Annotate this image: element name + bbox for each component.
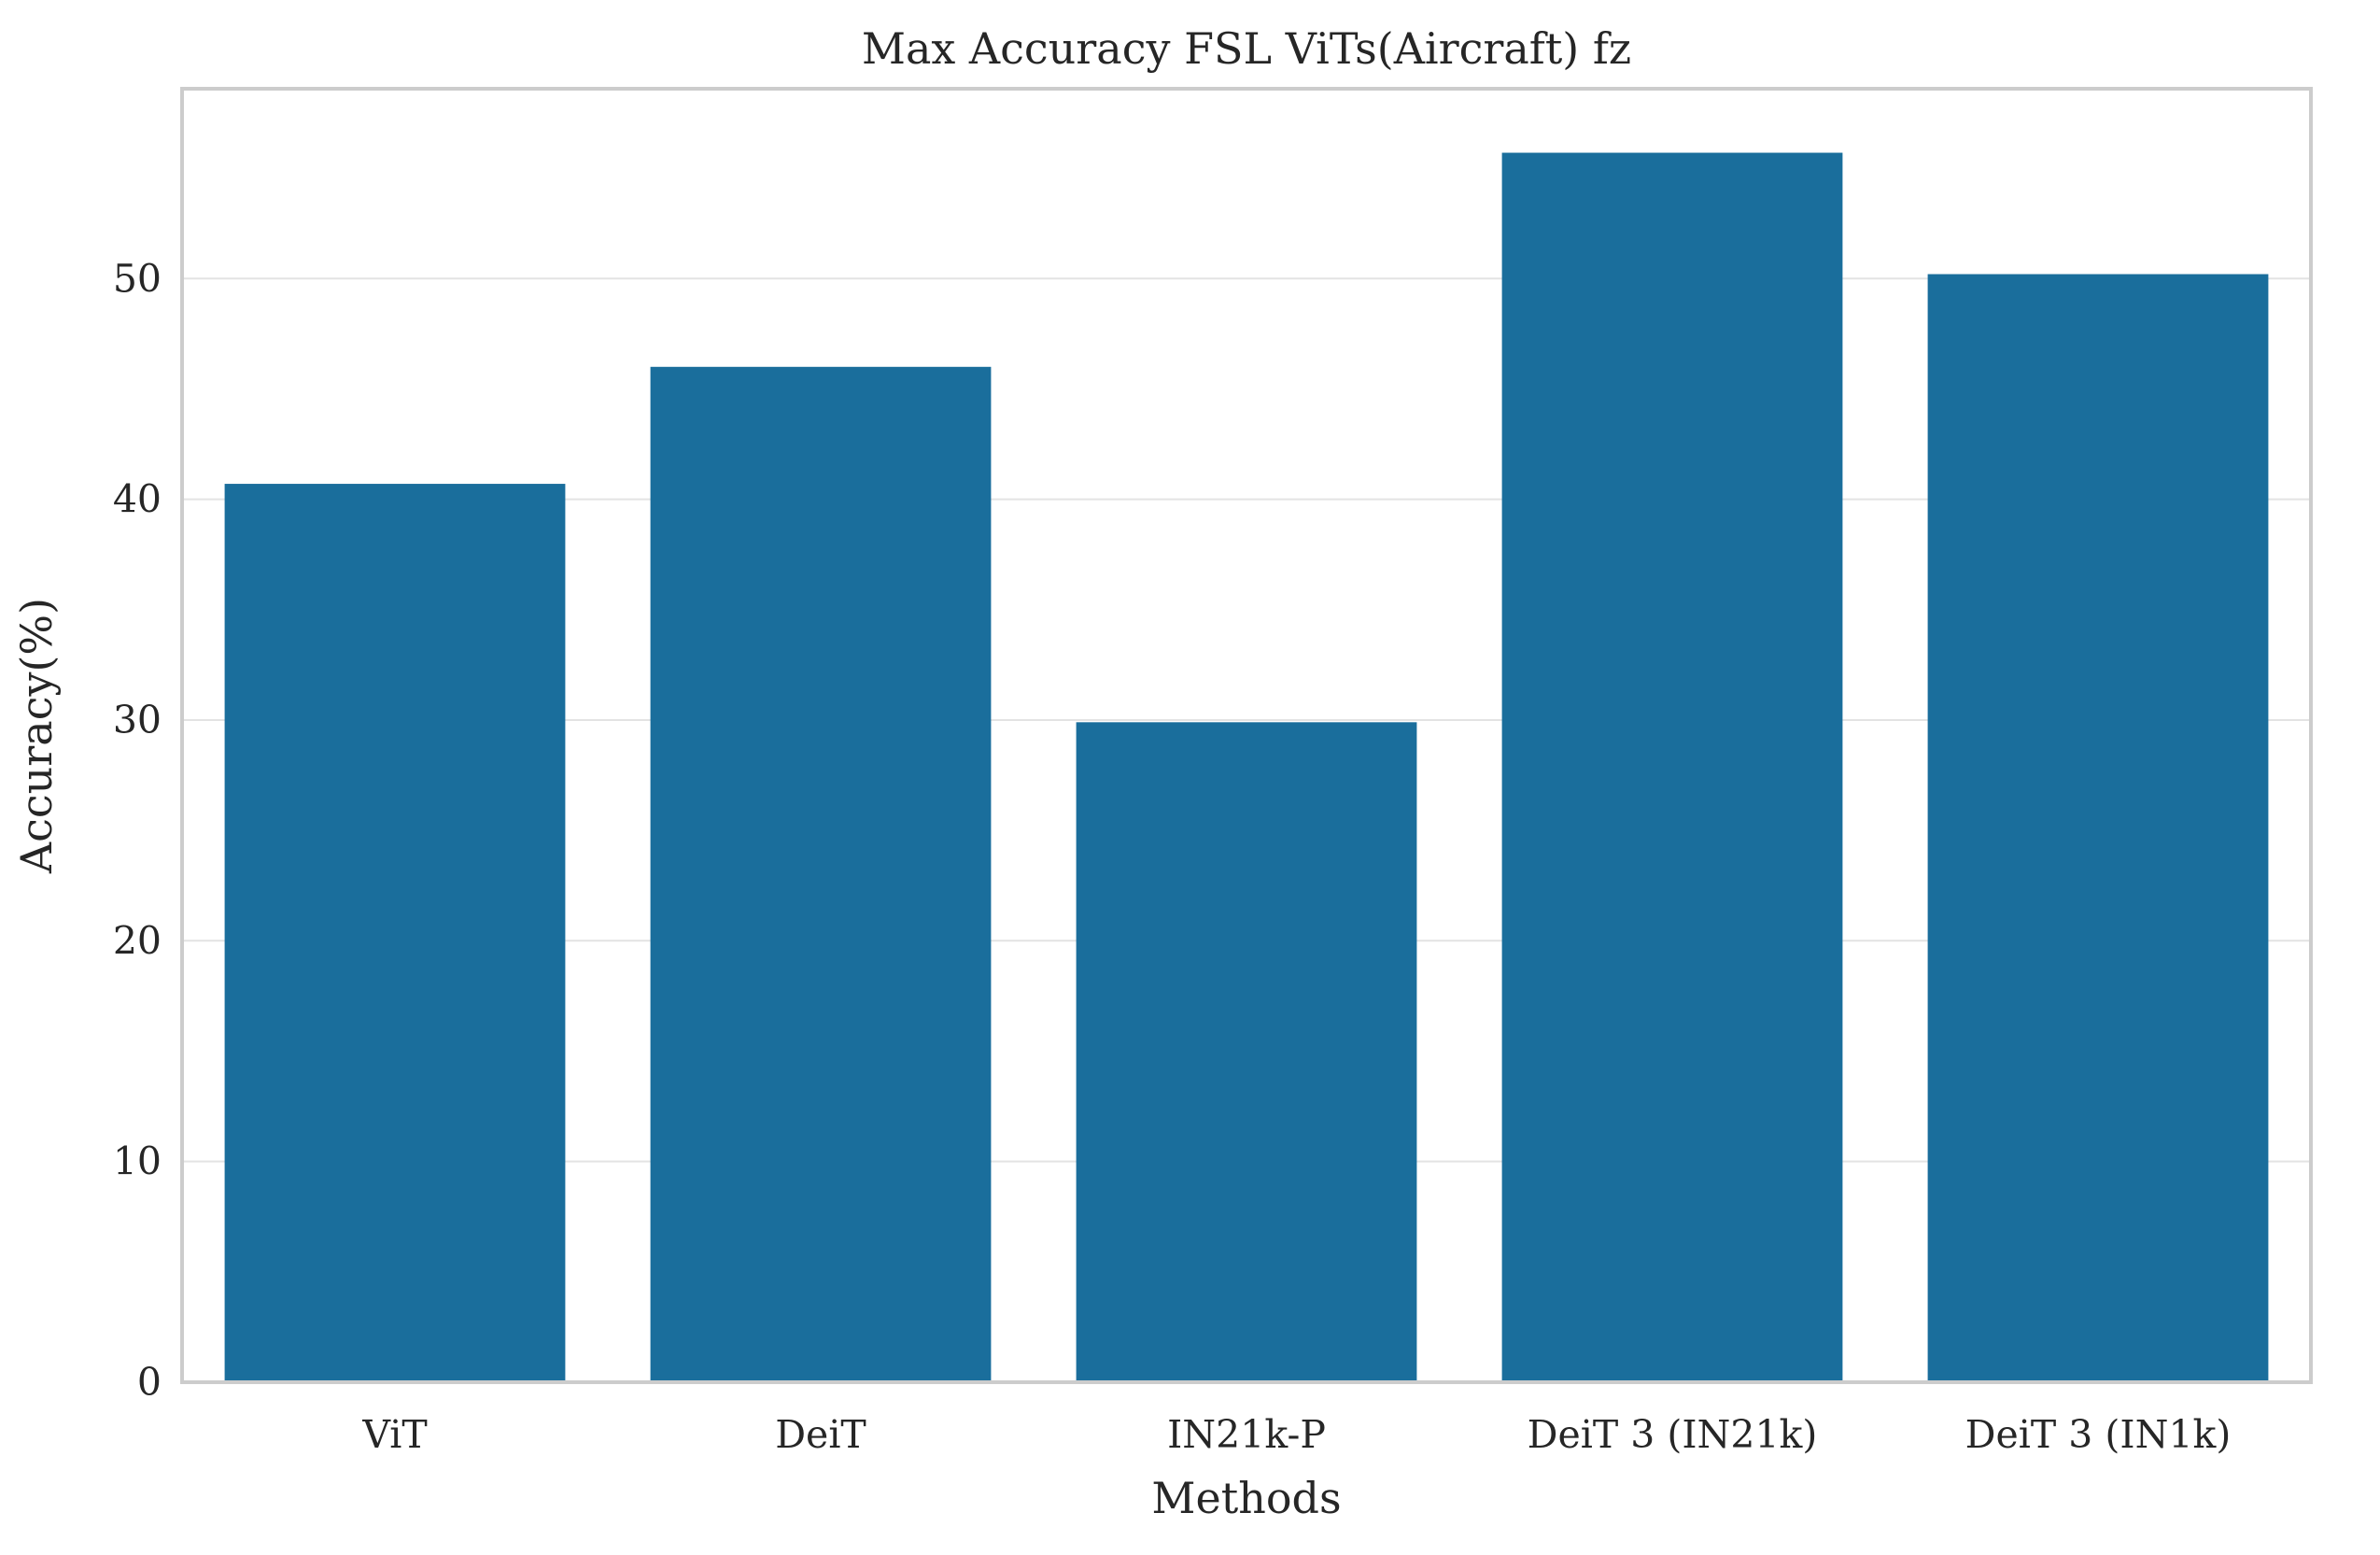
bar-deit-3-in1k [1927, 274, 2269, 1382]
chart-title: Max Accuracy FSL ViTs(Aircraft) fz [862, 23, 1631, 74]
x-tick-label: DeiT [775, 1412, 866, 1457]
y-tick-label: 50 [113, 256, 162, 301]
x-tick-label: DeiT 3 (IN1k) [1965, 1412, 2232, 1457]
y-tick-label: 10 [113, 1139, 162, 1184]
bar-vit [224, 484, 566, 1382]
y-tick-labels: 0 10 20 30 40 50 [113, 256, 162, 1405]
x-tick-label: DeiT 3 (IN21k) [1528, 1412, 1818, 1457]
y-tick-label: 20 [113, 918, 162, 963]
bar-deit-3-in21k [1501, 152, 1843, 1382]
bar-in21k-p [1076, 722, 1417, 1382]
plot-frame [180, 87, 2313, 1384]
x-tick-label: ViT [361, 1412, 427, 1457]
bars [224, 152, 2269, 1383]
y-tick-label: 40 [113, 477, 162, 522]
y-axis-label: Accuracy(%) [11, 598, 62, 874]
x-tick-labels: ViT DeiT IN21k-P DeiT 3 (IN21k) DeiT 3 (IN1k… [361, 1412, 2231, 1457]
x-axis-label: Methods [1151, 1473, 1341, 1523]
y-tick-label: 0 [137, 1360, 162, 1405]
y-tick-label: 30 [113, 698, 162, 742]
x-tick-label: IN21k-P [1167, 1412, 1326, 1457]
bar-deit [650, 366, 992, 1383]
